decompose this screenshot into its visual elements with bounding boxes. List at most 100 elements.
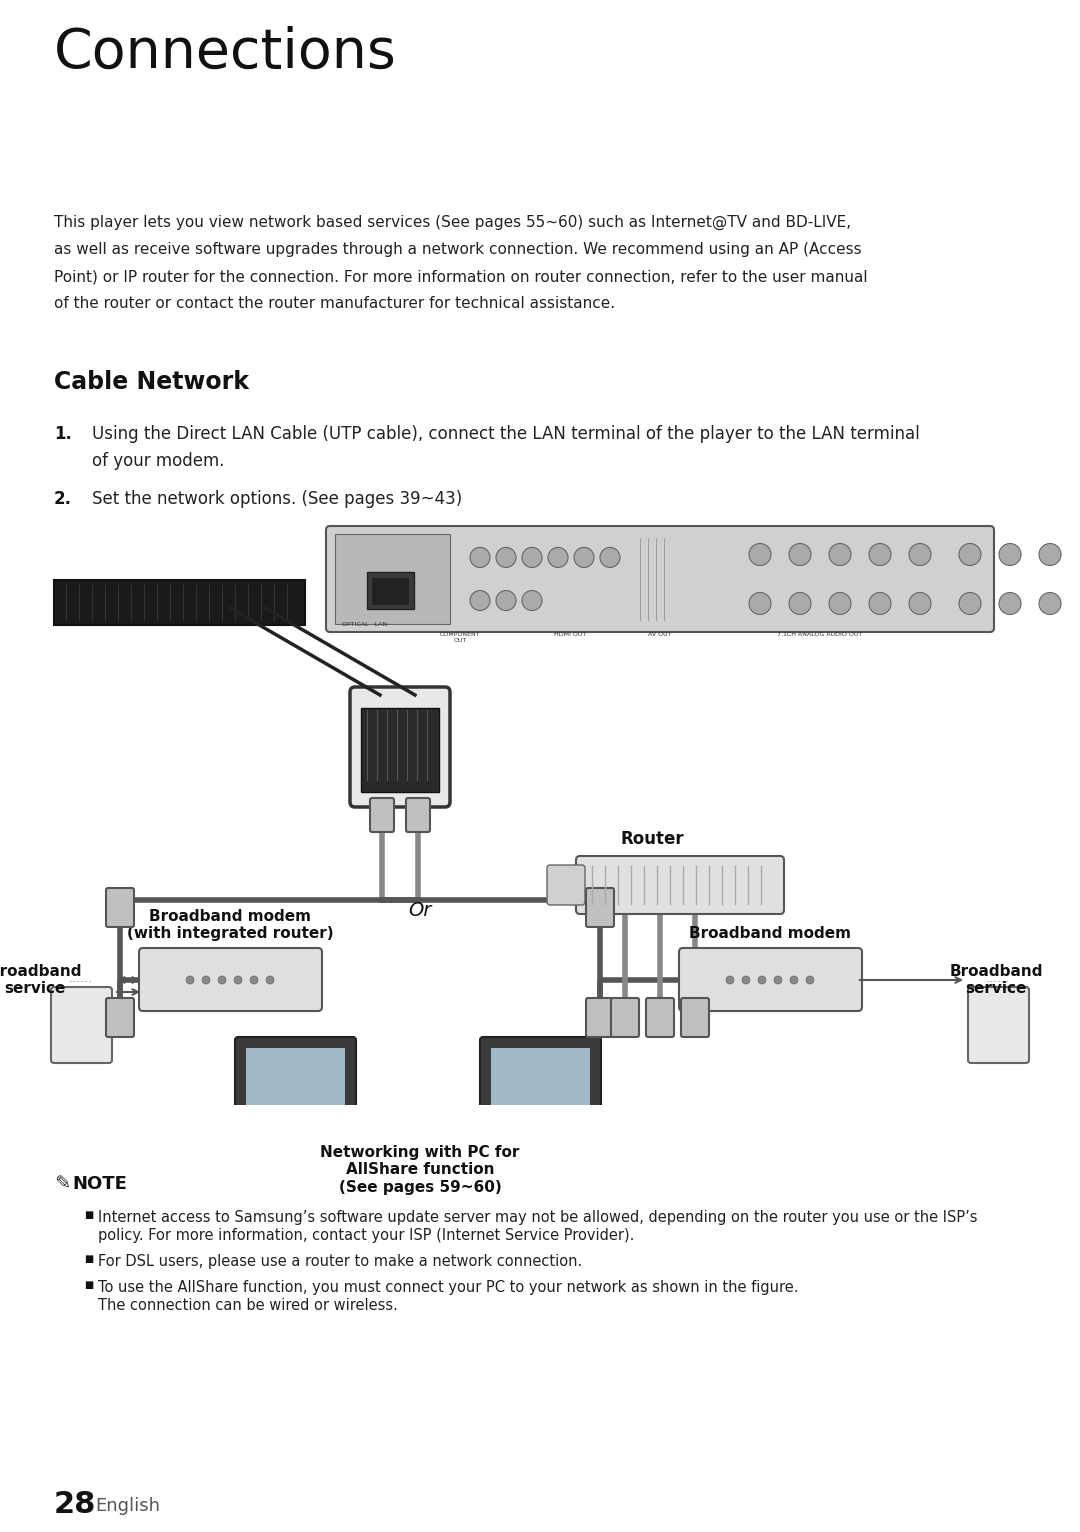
FancyBboxPatch shape	[372, 578, 409, 605]
Circle shape	[470, 590, 490, 611]
Circle shape	[496, 547, 516, 567]
Text: English: English	[95, 1497, 160, 1515]
FancyBboxPatch shape	[491, 1048, 590, 1121]
Text: 28: 28	[54, 1491, 96, 1520]
Text: Broadband
service: Broadband service	[949, 964, 1043, 996]
Circle shape	[829, 593, 851, 614]
Text: ■: ■	[84, 1210, 93, 1219]
Circle shape	[742, 976, 750, 984]
FancyBboxPatch shape	[546, 866, 585, 905]
Circle shape	[470, 547, 490, 567]
Circle shape	[202, 976, 210, 984]
FancyBboxPatch shape	[106, 889, 134, 927]
Circle shape	[234, 976, 242, 984]
Circle shape	[750, 593, 771, 614]
Text: NOTE: NOTE	[72, 1175, 126, 1193]
FancyBboxPatch shape	[586, 997, 615, 1037]
FancyBboxPatch shape	[679, 948, 862, 1011]
Circle shape	[999, 593, 1021, 614]
Circle shape	[869, 593, 891, 614]
Text: of your modem.: of your modem.	[92, 452, 225, 470]
Text: Connecting to the Network: Connecting to the Network	[404, 158, 676, 176]
FancyBboxPatch shape	[361, 708, 438, 792]
FancyBboxPatch shape	[367, 571, 414, 610]
Text: For DSL users, please use a router to make a network connection.: For DSL users, please use a router to ma…	[98, 1255, 582, 1268]
Text: Using the Direct LAN Cable (UTP cable), connect the LAN terminal of the player t: Using the Direct LAN Cable (UTP cable), …	[92, 424, 920, 443]
FancyBboxPatch shape	[488, 1149, 592, 1167]
FancyBboxPatch shape	[586, 889, 615, 927]
FancyBboxPatch shape	[335, 535, 450, 624]
Circle shape	[806, 976, 814, 984]
Circle shape	[869, 544, 891, 565]
Text: The connection can be wired or wireless.: The connection can be wired or wireless.	[98, 1298, 397, 1313]
FancyBboxPatch shape	[968, 987, 1029, 1063]
FancyBboxPatch shape	[139, 948, 322, 1011]
Text: Cable Network: Cable Network	[54, 371, 249, 394]
Circle shape	[789, 593, 811, 614]
FancyBboxPatch shape	[106, 997, 134, 1037]
Circle shape	[829, 544, 851, 565]
Circle shape	[999, 544, 1021, 565]
FancyBboxPatch shape	[350, 686, 450, 807]
FancyBboxPatch shape	[646, 997, 674, 1037]
Circle shape	[959, 593, 981, 614]
Circle shape	[573, 547, 594, 567]
Text: 7.1CH ANALOG AUDIO OUT: 7.1CH ANALOG AUDIO OUT	[778, 633, 863, 637]
FancyBboxPatch shape	[681, 997, 708, 1037]
Text: ■: ■	[84, 1255, 93, 1264]
Circle shape	[249, 976, 258, 984]
Text: Internet access to Samsung’s software update server may not be allowed, dependin: Internet access to Samsung’s software up…	[98, 1210, 977, 1226]
Circle shape	[909, 544, 931, 565]
Circle shape	[218, 976, 226, 984]
Text: ✎: ✎	[54, 1175, 70, 1193]
Circle shape	[600, 547, 620, 567]
Text: Networking with PC for
AllShare function
(See pages 59~60): Networking with PC for AllShare function…	[321, 1144, 519, 1195]
Text: Connections: Connections	[54, 26, 396, 80]
Circle shape	[1039, 544, 1061, 565]
Circle shape	[750, 544, 771, 565]
Circle shape	[522, 590, 542, 611]
FancyBboxPatch shape	[51, 987, 112, 1063]
Circle shape	[758, 976, 766, 984]
Text: Or: Or	[408, 901, 432, 919]
Text: OPTICAL   LAN: OPTICAL LAN	[342, 622, 387, 627]
Text: HDMI OUT: HDMI OUT	[554, 633, 586, 637]
FancyBboxPatch shape	[370, 798, 394, 832]
Circle shape	[789, 544, 811, 565]
Text: COMPONENT
OUT: COMPONENT OUT	[440, 633, 481, 643]
Circle shape	[496, 590, 516, 611]
Text: Set the network options. (See pages 39~43): Set the network options. (See pages 39~4…	[92, 490, 462, 509]
Circle shape	[522, 547, 542, 567]
Text: 2.: 2.	[54, 490, 72, 509]
Text: policy. For more information, contact your ISP (Internet Service Provider).: policy. For more information, contact yo…	[98, 1229, 634, 1242]
FancyBboxPatch shape	[54, 581, 305, 625]
Text: This player lets you view network based services (See pages 55~60) such as Inter: This player lets you view network based …	[54, 214, 851, 230]
Circle shape	[548, 547, 568, 567]
FancyBboxPatch shape	[326, 525, 994, 633]
FancyBboxPatch shape	[243, 1149, 347, 1167]
Text: AV OUT: AV OUT	[648, 633, 672, 637]
FancyBboxPatch shape	[246, 1048, 345, 1121]
Text: Broadband
service: Broadband service	[0, 964, 82, 996]
Text: Router: Router	[620, 830, 684, 849]
Text: ......: ......	[69, 971, 93, 985]
Text: of the router or contact the router manufacturer for technical assistance.: of the router or contact the router manu…	[54, 296, 616, 311]
Text: To use the AllShare function, you must connect your PC to your network as shown : To use the AllShare function, you must c…	[98, 1281, 798, 1295]
FancyBboxPatch shape	[576, 856, 784, 915]
FancyBboxPatch shape	[480, 1037, 600, 1134]
Circle shape	[1039, 593, 1061, 614]
Circle shape	[266, 976, 274, 984]
Circle shape	[186, 976, 194, 984]
Circle shape	[789, 976, 798, 984]
FancyBboxPatch shape	[235, 1037, 356, 1134]
FancyBboxPatch shape	[611, 997, 639, 1037]
Text: Point) or IP router for the connection. For more information on router connectio: Point) or IP router for the connection. …	[54, 270, 867, 283]
Text: ■: ■	[84, 1281, 93, 1290]
Text: 1.: 1.	[54, 424, 72, 443]
Text: as well as receive software upgrades through a network connection. We recommend : as well as receive software upgrades thr…	[54, 242, 862, 257]
Circle shape	[774, 976, 782, 984]
FancyBboxPatch shape	[406, 798, 430, 832]
Text: ......: ......	[986, 971, 1010, 985]
Circle shape	[909, 593, 931, 614]
Text: Broadband modem: Broadband modem	[689, 925, 851, 941]
